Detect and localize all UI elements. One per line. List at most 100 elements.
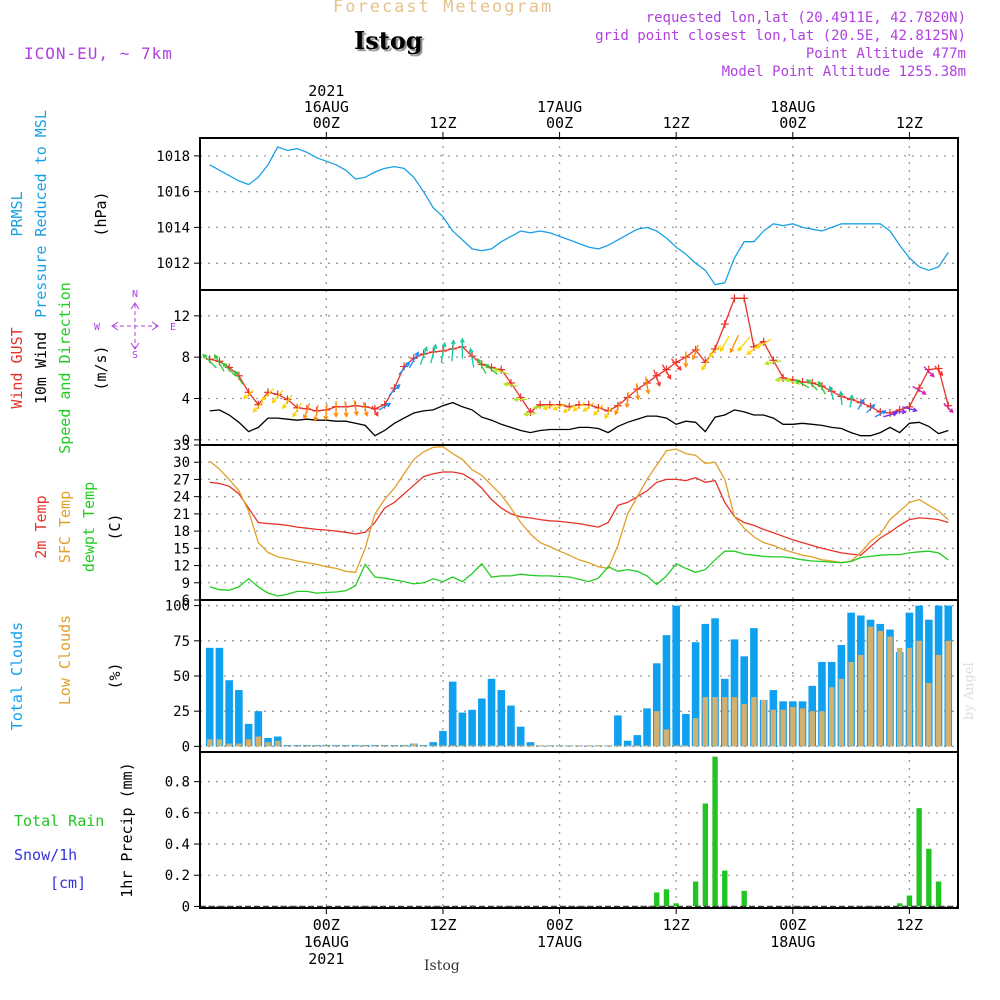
wind-arrow <box>635 383 641 401</box>
bar-low-clouds <box>284 745 291 747</box>
wind-arrow-head <box>386 402 392 408</box>
wind-arrow-shaft <box>303 403 311 419</box>
bar-low-clouds <box>576 745 582 747</box>
compass-n: N <box>132 289 138 300</box>
wind-arrow-shaft <box>398 361 410 376</box>
bar-low-clouds <box>935 654 942 747</box>
y-tick-label: 27 <box>173 472 190 488</box>
bar-total-rain <box>741 890 747 907</box>
rain-legend: Total Rain <box>14 812 104 830</box>
compass-w: W <box>94 322 101 333</box>
wind-arrow <box>502 381 518 387</box>
wind-arrow-shaft <box>477 358 487 374</box>
bottom-tick-label: 12Z <box>429 916 456 934</box>
bottom-tick-label: 00Z <box>313 916 340 934</box>
bar-low-clouds <box>304 745 310 747</box>
wind-arrow-shaft <box>388 384 401 396</box>
bar-total-rain <box>712 756 718 907</box>
wind-arrow <box>271 389 284 404</box>
wind-arrow-shaft <box>857 399 865 410</box>
wind-arrow <box>343 401 349 418</box>
gust-marker <box>536 400 545 409</box>
gust-marker <box>740 294 749 303</box>
bar-low-clouds <box>615 745 621 747</box>
wind-arrow-head <box>572 406 578 412</box>
wind-arrow <box>484 363 498 376</box>
grid-point-coords: grid point closest lon,lat (20.5E, 42.81… <box>595 28 966 44</box>
wind-arrow-head <box>806 378 812 384</box>
bar-total-clouds <box>458 712 467 747</box>
y-tick-label: 0.8 <box>165 775 190 791</box>
gust-marker <box>769 356 778 365</box>
wind-arrow-shaft <box>583 401 595 412</box>
wind-arrow-head <box>691 354 697 361</box>
wind-arrow-shaft <box>806 379 818 391</box>
wind-arrow <box>943 402 954 414</box>
wind-arrow-shaft <box>485 363 498 376</box>
wind-arrow-shaft <box>614 400 621 415</box>
bar-low-clouds <box>352 745 359 747</box>
bottom-tick-label: 12Z <box>663 916 690 934</box>
y-tick-label: 1016 <box>156 185 190 201</box>
wind-arrow <box>398 361 411 376</box>
wind-arrow-head <box>708 352 714 358</box>
wind-arrow-head <box>542 405 548 411</box>
bar-low-clouds <box>440 745 446 747</box>
y-tick-label: 21 <box>173 507 190 523</box>
bar-low-clouds <box>265 742 271 747</box>
model-altitude: Model Point Altitude 1255.38m <box>721 64 966 80</box>
wind-arrow-shaft <box>430 344 437 364</box>
y-tick-label: 24 <box>173 490 190 506</box>
wind-arrow <box>794 379 810 389</box>
wind-arrow-shaft <box>593 404 604 416</box>
gust-marker <box>779 373 788 382</box>
bar-low-clouds <box>566 745 572 747</box>
gust-marker <box>506 379 515 387</box>
wind-arrow-head <box>892 411 898 417</box>
bar-low-clouds <box>391 745 398 747</box>
bar-low-clouds <box>556 745 563 747</box>
bar-low-clouds <box>799 708 806 747</box>
y-tick-label: 0.2 <box>165 868 190 884</box>
bar-low-clouds <box>488 745 495 747</box>
y-tick-label: 12 <box>173 309 190 325</box>
wind-arrow-head <box>512 396 519 402</box>
y-tick-label: 33 <box>173 438 190 454</box>
wind-arrow <box>755 338 772 349</box>
top-tick-label: 2021 <box>308 82 344 100</box>
wind-arrow <box>912 385 927 395</box>
top-tick-label: 00Z <box>546 114 573 132</box>
bar-total-rain <box>722 870 728 907</box>
wind-arrow <box>644 376 651 395</box>
wind-arrow-shaft <box>362 401 368 416</box>
wind-arrow <box>542 403 557 411</box>
wind-arrow-head <box>784 378 791 383</box>
wind-arrow-head <box>614 410 619 416</box>
wind-arrow <box>222 362 236 377</box>
y-tick-label: 0.6 <box>165 806 190 822</box>
wind-arrow <box>661 364 672 380</box>
wind-arrow-head <box>719 347 725 353</box>
y-tick-label: 30 <box>173 455 190 471</box>
bar-low-clouds <box>780 709 786 747</box>
bar-low-clouds <box>654 711 660 747</box>
bar-low-clouds <box>712 697 718 747</box>
temp-2m-label: 2m Temp <box>32 495 50 558</box>
wind-label: 10m Wind <box>32 332 50 404</box>
wind-arrow-head <box>746 350 752 356</box>
panel-frame <box>199 444 959 601</box>
bar-low-clouds <box>333 745 339 747</box>
wind-arrow-shaft <box>729 334 740 353</box>
wind-arrow <box>806 378 818 391</box>
wind-arrow-head <box>242 394 248 400</box>
bar-total-clouds <box>429 742 438 747</box>
wind-arrow-head <box>676 365 682 371</box>
wind-arrow-shaft <box>719 335 730 352</box>
wind-arrow <box>624 391 630 409</box>
model-label: ICON-EU, ~ 7km <box>24 44 173 63</box>
wind-arrow-head <box>373 411 379 417</box>
y-tick-label: 9 <box>182 576 190 592</box>
wind-arrow-shaft <box>563 404 576 413</box>
compass-e: E <box>170 322 176 333</box>
